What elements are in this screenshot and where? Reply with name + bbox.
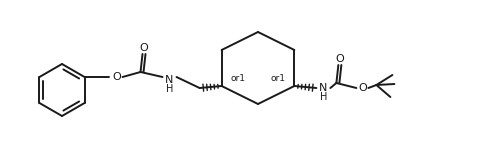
Text: H: H [320, 92, 327, 102]
Text: O: O [335, 54, 344, 64]
Text: or1: or1 [271, 74, 285, 82]
Text: O: O [112, 72, 121, 82]
Text: H: H [166, 84, 173, 94]
Text: O: O [358, 83, 367, 93]
Text: or1: or1 [230, 74, 246, 82]
Text: O: O [139, 43, 148, 53]
Text: N: N [319, 83, 328, 93]
Text: N: N [165, 75, 174, 85]
